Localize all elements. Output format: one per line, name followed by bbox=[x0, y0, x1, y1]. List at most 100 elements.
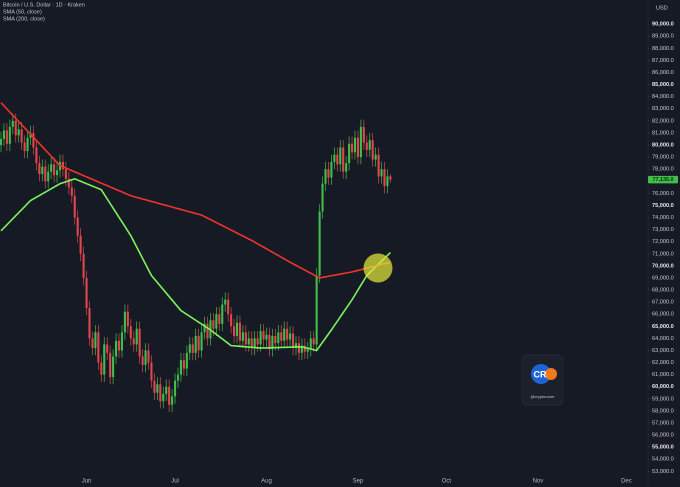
candle-body bbox=[41, 166, 44, 175]
last-price-box bbox=[648, 175, 678, 184]
candle-body bbox=[73, 195, 76, 218]
watermark-handle: @cryptorover bbox=[530, 394, 555, 399]
candle-body bbox=[29, 132, 32, 138]
candle-body bbox=[144, 350, 147, 365]
candle-body bbox=[271, 335, 274, 350]
candle-body bbox=[61, 161, 64, 170]
candle-body bbox=[141, 356, 144, 365]
logo-circle bbox=[531, 364, 551, 384]
y-tick-label: 67,000.0 bbox=[652, 300, 674, 306]
candle-body bbox=[306, 349, 309, 352]
candle-body bbox=[138, 328, 141, 357]
highlight-circle bbox=[363, 253, 393, 283]
candle-body bbox=[17, 129, 20, 136]
candle-body bbox=[32, 132, 35, 148]
x-tick-label: Nov bbox=[533, 479, 544, 485]
candle-body bbox=[215, 314, 218, 329]
candle-body bbox=[11, 120, 14, 127]
indicator-lines bbox=[0, 102, 391, 352]
y-tick-label: 86,000.0 bbox=[652, 70, 674, 76]
y-tick-label: 66,000.0 bbox=[652, 312, 674, 318]
y-tick-label: 59,000.0 bbox=[652, 396, 674, 402]
x-axis: Jun Jul Aug Sep Oct Nov Dec bbox=[82, 479, 632, 485]
y-tick-label: 61,000.0 bbox=[652, 372, 674, 378]
candle-body bbox=[262, 331, 265, 340]
candle-body bbox=[330, 161, 333, 178]
y-tick-label: 82,000.0 bbox=[652, 118, 674, 124]
y-tick-label: 56,000.0 bbox=[652, 433, 674, 439]
candle-body bbox=[289, 333, 292, 340]
candle-body bbox=[194, 335, 197, 353]
y-tick-label: 83,000.0 bbox=[652, 106, 674, 112]
logo-accent bbox=[545, 368, 557, 380]
y-tick-label: 81,000.0 bbox=[652, 130, 674, 136]
candle-body bbox=[159, 384, 162, 402]
candle-body bbox=[327, 169, 330, 178]
x-tick-label: Jul bbox=[171, 479, 179, 485]
candle-body bbox=[351, 143, 354, 153]
candle-body bbox=[321, 183, 324, 212]
candle-body bbox=[339, 147, 342, 165]
candle-body bbox=[259, 331, 262, 345]
candle-body bbox=[292, 333, 295, 349]
candle-body bbox=[389, 176, 392, 180]
candle-body bbox=[200, 332, 203, 351]
candle-body bbox=[235, 322, 239, 336]
candle-body bbox=[67, 178, 70, 188]
candle-body bbox=[333, 154, 336, 162]
candle-body bbox=[312, 338, 315, 345]
candle-body bbox=[218, 314, 221, 324]
candle-body bbox=[294, 343, 298, 349]
candle-body bbox=[342, 147, 345, 172]
y-tick-label: 73,000.0 bbox=[652, 227, 674, 233]
candle-body bbox=[224, 299, 227, 305]
candle-body bbox=[374, 154, 377, 160]
candle-body bbox=[14, 120, 17, 136]
logo-text: CR bbox=[534, 369, 547, 379]
y-tick-label: 75,000.0 bbox=[652, 203, 674, 209]
candle-body bbox=[247, 338, 250, 345]
candle-body bbox=[318, 211, 321, 276]
candle-body bbox=[50, 164, 53, 172]
y-tick-label: 55,000.0 bbox=[652, 445, 674, 451]
candle-body bbox=[380, 169, 383, 177]
y-tick-label: 78,000.0 bbox=[652, 167, 674, 173]
candle-body bbox=[238, 322, 241, 341]
candle-body bbox=[280, 332, 283, 341]
candle-body bbox=[106, 344, 109, 353]
y-tick-label: 63,000.0 bbox=[652, 348, 674, 354]
candle-body bbox=[212, 320, 215, 329]
candle-body bbox=[132, 338, 135, 345]
candle-body bbox=[182, 360, 185, 369]
candle-body bbox=[250, 338, 253, 349]
candle-body bbox=[162, 393, 165, 402]
candles bbox=[0, 113, 392, 413]
candle-body bbox=[64, 169, 67, 179]
candle-body bbox=[153, 380, 156, 393]
candle-body bbox=[2, 130, 5, 139]
candle-body bbox=[359, 126, 362, 158]
legend-entry: SMA (200, close) bbox=[3, 16, 45, 22]
y-tick-label: 53,000.0 bbox=[652, 469, 674, 475]
y-axis: 53,000.0 54,000.0 55,000.0 56,000.0 57,000.0… bbox=[648, 22, 674, 475]
candle-body bbox=[0, 138, 3, 146]
candle-body bbox=[94, 332, 97, 349]
candle-body bbox=[309, 338, 312, 350]
y-tick-label: 54,000.0 bbox=[652, 457, 674, 463]
candle-body bbox=[126, 311, 129, 327]
candle-body bbox=[103, 344, 106, 375]
candle-body bbox=[70, 187, 73, 196]
candle-body bbox=[8, 126, 11, 144]
y-tick-label: 58,000.0 bbox=[652, 408, 674, 414]
candle-body bbox=[365, 142, 368, 150]
candle-body bbox=[150, 362, 153, 381]
candle-body bbox=[82, 253, 85, 278]
watermark: CR @cryptorover bbox=[521, 354, 564, 406]
candle-body bbox=[283, 328, 286, 341]
y-tick-label: 88,000.0 bbox=[652, 46, 674, 52]
candle-body bbox=[241, 332, 244, 341]
candle-body bbox=[348, 143, 351, 164]
y-tick-label: 70,000.0 bbox=[652, 263, 674, 269]
y-tick-label: 85,000.0 bbox=[652, 82, 674, 88]
candle-body bbox=[227, 299, 230, 315]
